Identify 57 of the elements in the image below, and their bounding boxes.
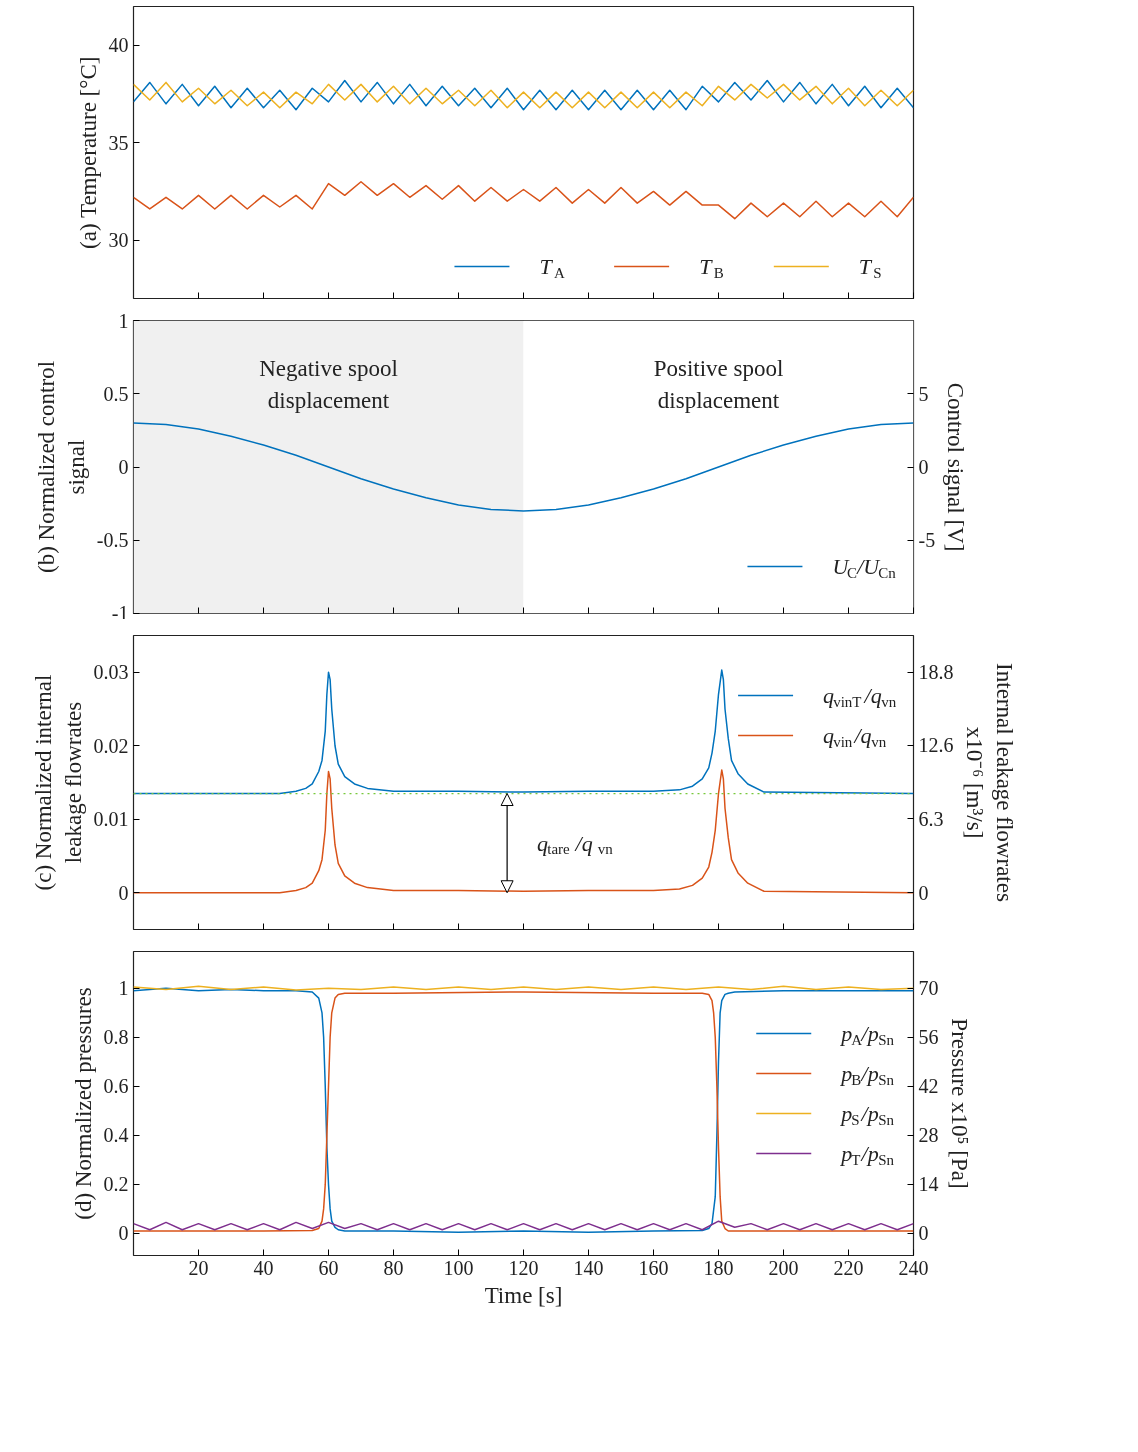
band-label: Negative spool displacement xyxy=(259,356,398,413)
x-tick-label: 220 xyxy=(833,1256,864,1279)
y2-axis-title: Pressure x10⁵ [Pa] xyxy=(946,1018,972,1189)
y2-axis-title: Internal leakage flowrates x10⁻⁶ [m³/s] xyxy=(961,663,1017,902)
y-tick-label: 35 xyxy=(108,131,129,154)
band-label: Positive spool displacement xyxy=(653,356,784,413)
y-tick-label: -1 xyxy=(111,601,129,624)
y-tick-label: 0.2 xyxy=(103,1173,129,1196)
x-tick-label: 140 xyxy=(573,1256,604,1279)
line-series xyxy=(133,422,914,512)
y-tick-label: 0.6 xyxy=(103,1075,129,1098)
y2-tick-label: 0 xyxy=(918,881,929,904)
y-tick-label: 40 xyxy=(108,34,129,57)
x-tick-label: 80 xyxy=(383,1256,404,1279)
x-tick-label: 200 xyxy=(768,1256,799,1279)
y2-tick-label: 70 xyxy=(918,977,939,1000)
y2-tick-label: 5 xyxy=(918,382,929,405)
y-tick-label: 1 xyxy=(118,309,129,332)
y-tick-label: -0.5 xyxy=(96,529,129,552)
y2-tick-label: 42 xyxy=(918,1075,939,1098)
y-tick-label: 30 xyxy=(108,229,129,252)
y2-tick-label: 56 xyxy=(918,1026,939,1049)
y2-tick-label: 14 xyxy=(918,1173,939,1196)
y-tick-label: 0.8 xyxy=(103,1026,129,1049)
y-tick-label: 0 xyxy=(118,456,129,478)
x-axis-title: Time [s] xyxy=(484,1282,563,1308)
x-tick-label: 160 xyxy=(638,1256,669,1279)
y2-tick-label: -5 xyxy=(918,529,936,552)
line-series xyxy=(133,669,914,795)
line-series xyxy=(133,180,914,220)
x-tick-label: 120 xyxy=(508,1256,539,1279)
x-tick-label: 20 xyxy=(188,1256,209,1279)
x-tick-label: 100 xyxy=(443,1256,474,1279)
y2-axis-title: Control signal [V] xyxy=(943,382,969,552)
y-tick-label: 0.5 xyxy=(103,382,129,405)
y2-tick-label: 18.8 xyxy=(918,661,954,684)
y2-tick-label: 0 xyxy=(918,456,929,478)
y-axis-title: (a) Temperature [°C] xyxy=(75,56,101,249)
x-tick-label: 60 xyxy=(318,1256,339,1279)
x-tick-label: 180 xyxy=(703,1256,734,1279)
y-axis-title: (d) Normalized pressures xyxy=(70,987,96,1220)
y-tick-label: 0 xyxy=(118,881,129,904)
y-tick-label: 0.4 xyxy=(103,1124,129,1147)
y-tick-label: 0 xyxy=(118,1222,129,1245)
y-tick-label: 0.01 xyxy=(93,808,129,831)
y2-tick-label: 12.6 xyxy=(918,734,954,757)
y-tick-label: 0.03 xyxy=(93,661,129,684)
y2-tick-label: 6.3 xyxy=(918,807,944,830)
y-axis-title: (c) Normalized internal leakage flowrates xyxy=(30,674,86,891)
y2-tick-label: 28 xyxy=(918,1124,939,1147)
y-tick-label: 0.02 xyxy=(93,734,129,757)
y-tick-label: 1 xyxy=(118,977,129,1000)
x-tick-label: 240 xyxy=(898,1256,929,1279)
x-tick-label: 40 xyxy=(253,1256,274,1279)
y2-tick-label: 0 xyxy=(918,1222,929,1245)
line-series xyxy=(133,1220,914,1231)
y-axis-title: (b) Normalized control signal xyxy=(33,360,89,574)
